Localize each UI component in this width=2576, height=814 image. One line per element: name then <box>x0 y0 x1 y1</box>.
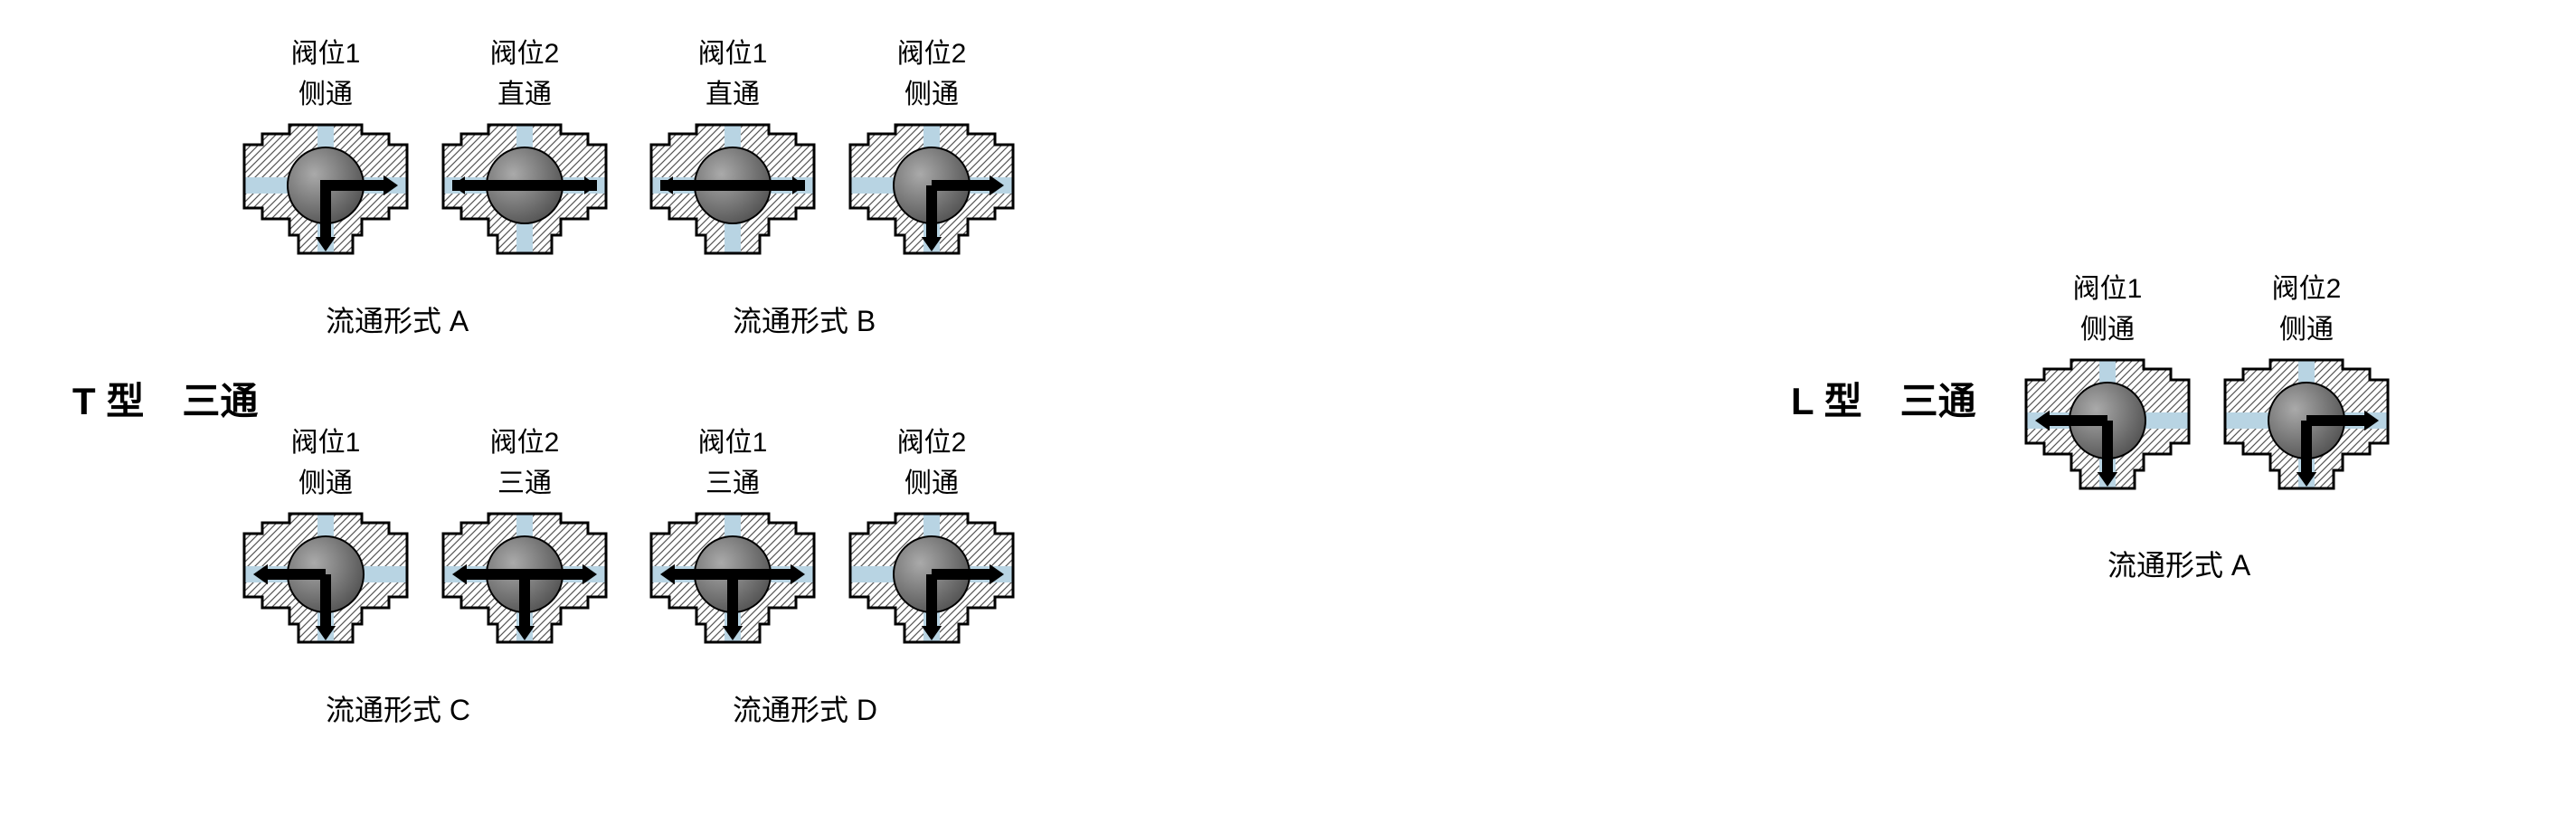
valve-position-label: 阀位2 <box>841 425 1022 460</box>
valve-unit: 阀位1 直通 <box>642 36 823 262</box>
valve-flow-label: 侧通 <box>2216 312 2397 347</box>
valve-unit: 阀位1 侧通 <box>2017 271 2198 497</box>
valve-unit: 阀位2 侧通 <box>841 36 1022 262</box>
valve-position-label: 阀位1 <box>642 425 823 460</box>
valve-unit: 阀位1 侧通 <box>235 36 416 262</box>
valve-flow-label: 直通 <box>434 77 615 112</box>
valve-position-label: 阀位1 <box>235 425 416 460</box>
valve-flow-label: 侧通 <box>2017 312 2198 347</box>
valve-unit: 阀位2 侧通 <box>841 425 1022 651</box>
valve-flow-label: 侧通 <box>841 466 1022 501</box>
section-title: L 型 三通 <box>1791 371 1976 426</box>
valve-unit: 阀位1 三通 <box>642 425 823 651</box>
valve-unit: 阀位2 三通 <box>434 425 615 651</box>
form-label: 流通形式 D <box>733 687 877 729</box>
valve-position-label: 阀位2 <box>434 425 615 460</box>
form-label: 流通形式 C <box>326 687 470 729</box>
valve-flow-label: 侧通 <box>841 77 1022 112</box>
form-label: 流通形式 A <box>326 298 469 340</box>
valve-flow-label: 三通 <box>642 466 823 501</box>
valve-flow-label: 侧通 <box>235 466 416 501</box>
valve-unit: 阀位1 侧通 <box>235 425 416 651</box>
form-label: 流通形式 B <box>733 298 876 340</box>
valve-position-label: 阀位2 <box>434 36 615 71</box>
valve-position-label: 阀位2 <box>2216 271 2397 307</box>
valve-position-label: 阀位1 <box>2017 271 2198 307</box>
valve-position-label: 阀位1 <box>235 36 416 71</box>
valve-flow-label: 直通 <box>642 77 823 112</box>
valve-position-label: 阀位2 <box>841 36 1022 71</box>
valve-flow-label: 侧通 <box>235 77 416 112</box>
form-label: 流通形式 A <box>2107 543 2250 584</box>
valve-unit: 阀位2 侧通 <box>2216 271 2397 497</box>
valve-position-label: 阀位1 <box>642 36 823 71</box>
valve-flow-label: 三通 <box>434 466 615 501</box>
section-title: T 型 三通 <box>72 371 258 426</box>
valve-unit: 阀位2 直通 <box>434 36 615 262</box>
